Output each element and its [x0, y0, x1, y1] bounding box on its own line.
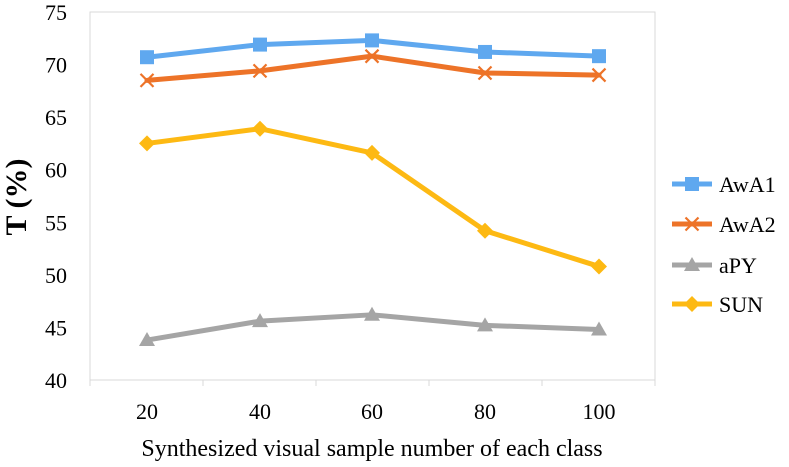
y-tick-label: 70	[45, 53, 67, 78]
legend-marker-awa1	[685, 177, 699, 191]
x-tick-label: 40	[249, 399, 271, 424]
y-axis-label: T (%)	[0, 159, 33, 236]
data-point-awa1	[253, 37, 267, 52]
series-apy	[139, 306, 607, 347]
data-point-sun	[477, 222, 493, 239]
series-sun	[139, 120, 607, 275]
data-point-awa1	[478, 44, 492, 59]
x-tick-label: 20	[136, 399, 158, 424]
data-point-awa2	[364, 48, 380, 64]
data-point-sun	[364, 144, 380, 161]
legend-marker-sun	[684, 296, 700, 312]
data-point-sun	[591, 258, 607, 275]
plot-frame	[89, 11, 656, 381]
axes: 40 45 50 55 60 65 70 75 20 40 60 80 100	[45, 0, 656, 424]
data-point-apy	[477, 317, 493, 332]
data-point-awa2	[252, 63, 268, 79]
data-point-awa1	[140, 50, 154, 65]
legend-label-awa2: AwA2	[719, 212, 776, 237]
x-tick-label: 100	[583, 399, 616, 424]
data-point-sun	[139, 135, 155, 152]
y-tick-label: 40	[45, 368, 67, 393]
data-point-awa2	[139, 73, 155, 88]
legend-marker-apy	[684, 257, 700, 271]
data-point-apy	[591, 321, 607, 336]
y-tick-label: 50	[45, 263, 67, 288]
series-awa1	[140, 33, 606, 65]
data-point-awa1	[592, 49, 606, 64]
y-tick-label: 65	[45, 105, 67, 130]
y-tick-label: 45	[45, 315, 67, 340]
data-point-awa2	[591, 67, 607, 83]
x-tick-label: 80	[474, 399, 496, 424]
legend: AwA1 AwA2 aPY SUN	[672, 172, 776, 317]
data-point-sun	[252, 120, 268, 137]
x-tick-label: 60	[361, 399, 383, 424]
data-point-apy	[252, 313, 268, 328]
y-tick-label: 55	[45, 210, 67, 235]
data-point-apy	[139, 332, 155, 347]
series-layer	[139, 33, 607, 347]
series-line-awa2	[144, 53, 602, 83]
data-point-awa1	[365, 33, 379, 48]
data-point-apy	[364, 306, 380, 321]
legend-label-sun: SUN	[719, 292, 763, 317]
data-point-awa2	[477, 65, 493, 81]
legend-label-apy: aPY	[719, 253, 757, 278]
y-tick-label: 75	[45, 0, 67, 25]
y-tick-label: 60	[45, 158, 67, 183]
legend-label-awa1: AwA1	[719, 172, 776, 197]
legend-marker-awa2	[684, 216, 700, 232]
x-axis-label: Synthesized visual sample number of each…	[141, 436, 602, 462]
series-awa2	[139, 48, 607, 88]
